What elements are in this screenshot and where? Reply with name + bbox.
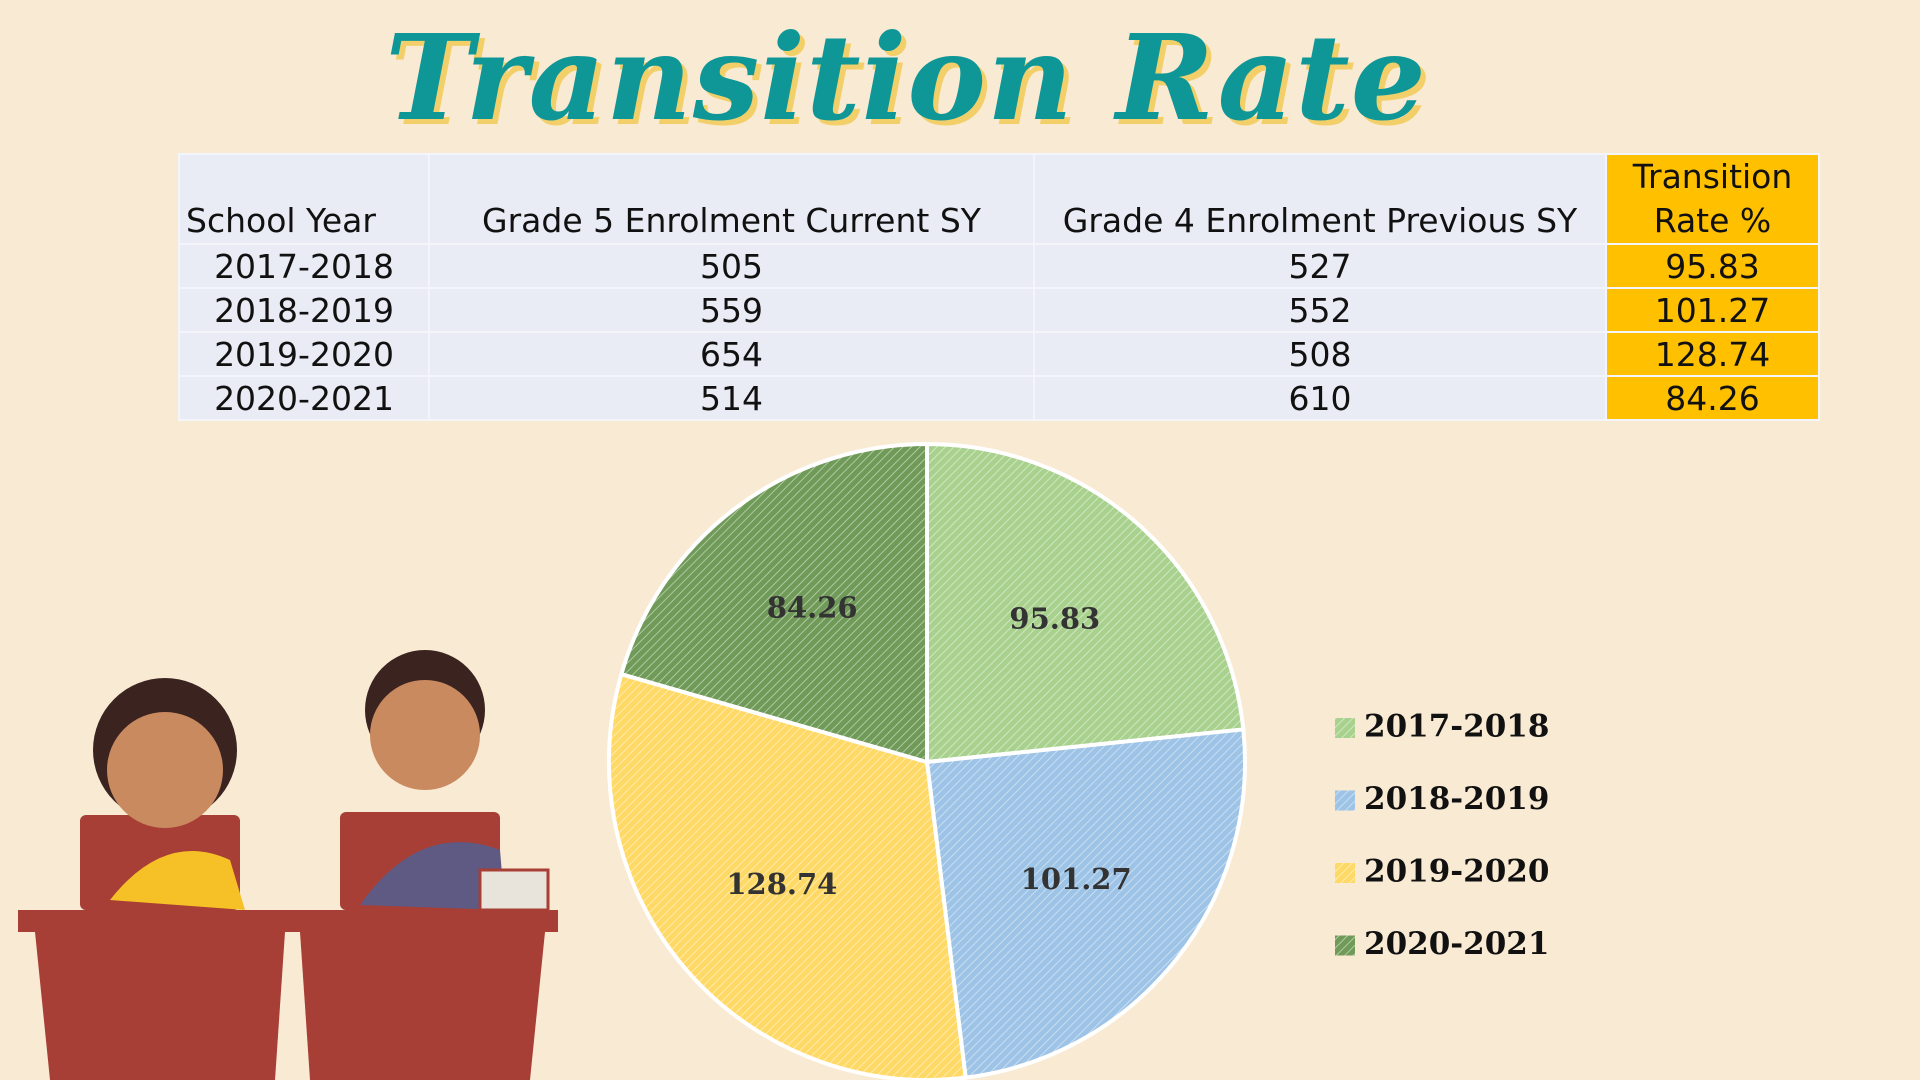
table-cell: 101.27 — [1605, 287, 1820, 333]
header-cell: Grade 5 Enrolment Current SY — [428, 153, 1035, 245]
legend-label: 2019-2020 — [1364, 854, 1549, 890]
page-title: Transition Rate — [385, 8, 1427, 147]
header-cell: Grade 4 Enrolment Previous SY — [1033, 153, 1607, 245]
legend-label: 2017-2018 — [1364, 709, 1549, 745]
table-row: 2019-2020 654 508 128.74 — [178, 331, 1820, 377]
table-cell: 2019-2020 — [178, 331, 430, 377]
table-cell: 505 — [428, 243, 1035, 289]
face — [107, 712, 223, 828]
table-row: 2017-2018 505 527 95.83 — [178, 243, 1820, 289]
table-cell: 514 — [428, 375, 1035, 421]
table-cell: 527 — [1033, 243, 1607, 289]
pie-slice — [618, 441, 929, 765]
table-row: 2020-2021 514 610 84.26 — [178, 375, 1820, 421]
table-cell: 508 — [1033, 331, 1607, 377]
pie-slice — [607, 671, 968, 1080]
desk — [35, 932, 285, 1080]
header-cell: Transition Rate % — [1605, 153, 1820, 245]
shirt — [360, 842, 505, 910]
table-cell: 2017-2018 — [178, 243, 430, 289]
table-cell: 2018-2019 — [178, 287, 430, 333]
shirt — [110, 851, 245, 910]
table-row: 2018-2019 559 552 101.27 — [178, 287, 1820, 333]
legend-label: 2018-2019 — [1364, 781, 1549, 817]
face — [370, 680, 480, 790]
header-cell: School Year — [178, 153, 430, 245]
legend-swatch — [1335, 790, 1355, 811]
table-cell: 654 — [428, 331, 1035, 377]
pie-slice — [924, 727, 1247, 1080]
illustration — [18, 650, 558, 1080]
data-label: 95.83 — [1009, 601, 1100, 635]
legend-swatch — [1335, 863, 1355, 883]
desk — [300, 932, 545, 1080]
pie-slice — [925, 441, 1246, 765]
table-cell: 552 — [1033, 287, 1607, 333]
table-cell: 84.26 — [1605, 375, 1820, 421]
table-cell: 559 — [428, 287, 1035, 333]
data-table: School Year Grade 5 Enrolment Current SY G… — [178, 153, 1820, 421]
legend-swatch — [1335, 935, 1355, 956]
table-cell: 128.74 — [1605, 331, 1820, 377]
legend-swatch — [1335, 718, 1355, 738]
legend-label: 2020-2021 — [1364, 926, 1549, 962]
table-cell: 2020-2021 — [178, 375, 430, 421]
desk-top — [18, 910, 558, 932]
data-label: 128.74 — [726, 867, 837, 901]
data-label: 101.27 — [1021, 862, 1132, 896]
table-cell: 95.83 — [1605, 243, 1820, 289]
header-row: School Year Grade 5 Enrolment Current SY G… — [178, 153, 1820, 245]
table-cell: 610 — [1033, 375, 1607, 421]
books — [478, 868, 550, 912]
data-label: 84.26 — [767, 591, 858, 625]
